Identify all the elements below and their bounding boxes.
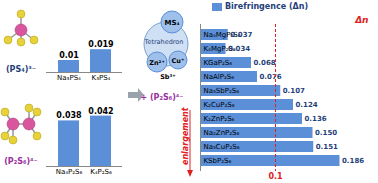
svg-text:0.150: 0.150 (315, 129, 337, 137)
svg-text:KGaP₂S₆: KGaP₂S₆ (204, 59, 233, 67)
svg-text:0.1: 0.1 (268, 172, 283, 181)
svg-text:MS₄: MS₄ (164, 19, 179, 27)
svg-text:(PS₄)³⁻: (PS₄)³⁻ (6, 65, 36, 74)
svg-text:KSbP₂S₆: KSbP₂S₆ (204, 157, 232, 165)
svg-text:Na₄MgP₂S₆: Na₄MgP₂S₆ (203, 31, 241, 40)
svg-text:0.042: 0.042 (88, 107, 113, 116)
svg-text:K₄P₂S₆: K₄P₂S₆ (90, 168, 112, 176)
svg-text:Na₄P₂S₆: Na₄P₂S₆ (56, 168, 83, 176)
svg-text:Na₃SbP₂S₆: Na₃SbP₂S₆ (204, 87, 240, 95)
svg-text:(P₂S₆)⁴⁻: (P₂S₆)⁴⁻ (4, 157, 38, 166)
svg-text:0.068: 0.068 (254, 59, 276, 67)
svg-text:0.186: 0.186 (342, 157, 364, 165)
svg-text:K₄MgP₂S₆: K₄MgP₂S₆ (203, 45, 236, 54)
svg-text:0.019: 0.019 (88, 40, 114, 49)
svg-text:Na₂ZnP₂S₆: Na₂ZnP₂S₆ (204, 129, 240, 137)
svg-text:NaAlP₂S₆: NaAlP₂S₆ (204, 73, 235, 81)
svg-text:Cu⁺: Cu⁺ (172, 57, 185, 65)
svg-text:Δn: Δn (354, 15, 368, 25)
svg-text:Sb³⁺: Sb³⁺ (160, 73, 176, 81)
svg-text:K₂ZnP₂S₆: K₂ZnP₂S₆ (204, 115, 235, 123)
svg-text:0.076: 0.076 (260, 73, 282, 81)
svg-text:Na₃CuP₂S₆: Na₃CuP₂S₆ (204, 143, 240, 151)
svg-text:K₃PS₄: K₃PS₄ (92, 74, 111, 82)
svg-text:0.01: 0.01 (59, 51, 79, 60)
svg-text:0.037: 0.037 (230, 31, 252, 39)
svg-text:Zn²⁺: Zn²⁺ (149, 59, 165, 67)
svg-text:0.038: 0.038 (56, 111, 82, 120)
html-text:Birefringence (Δn): Birefringence (Δn) (225, 2, 309, 11)
svg-text:0.124: 0.124 (296, 101, 318, 109)
svg-text:K₂CuP₂S₆: K₂CuP₂S₆ (204, 101, 235, 109)
svg-text:+ (P₂S₆)⁴⁻: + (P₂S₆)⁴⁻ (140, 93, 183, 102)
svg-text:enlargement: enlargement (181, 106, 190, 165)
svg-text:Na₃PS₄: Na₃PS₄ (57, 74, 81, 82)
svg-text:Tetrahedron: Tetrahedron (144, 38, 184, 46)
svg-text:0.136: 0.136 (305, 115, 327, 123)
svg-text:0.107: 0.107 (283, 87, 305, 95)
svg-text:0.151: 0.151 (316, 143, 338, 151)
svg-text:0.034: 0.034 (228, 45, 250, 53)
